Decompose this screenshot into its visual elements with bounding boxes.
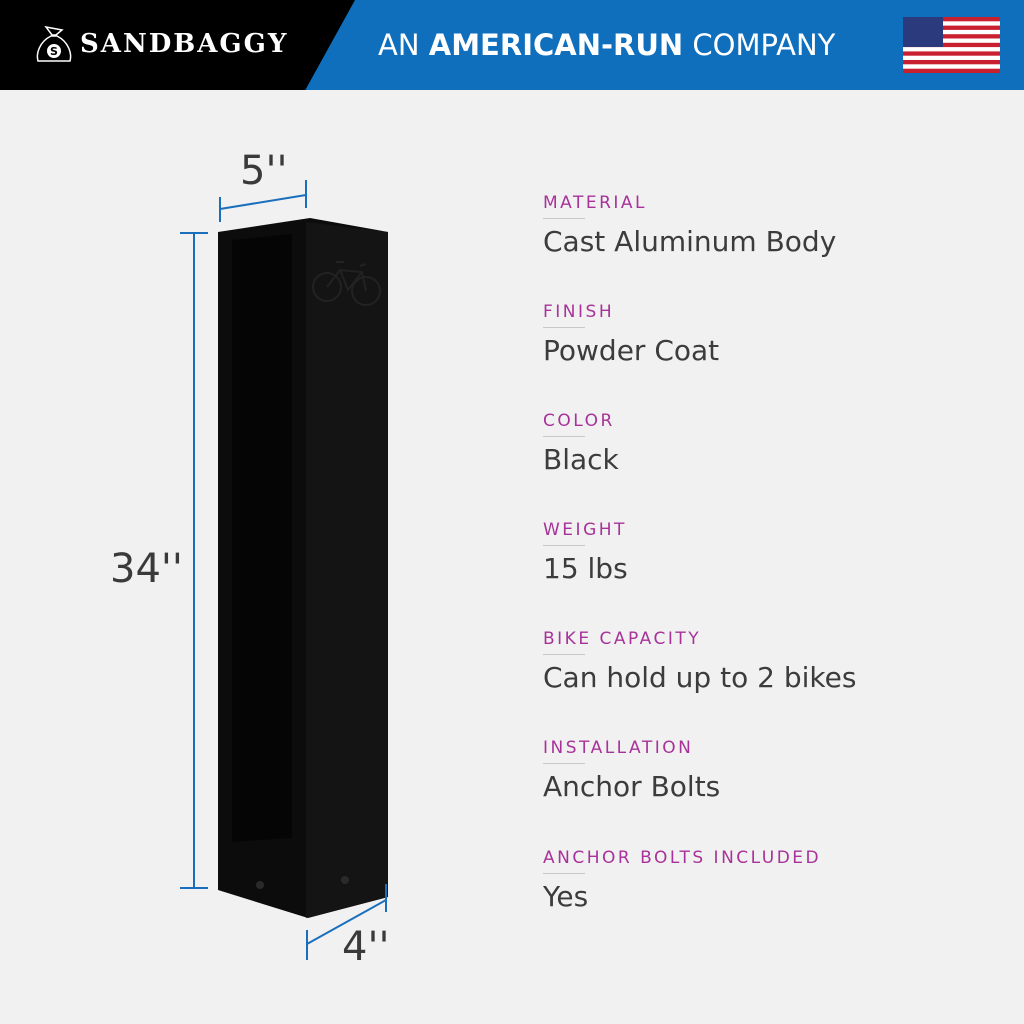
spec-label: INSTALLATION	[543, 738, 720, 764]
bolt-hole	[256, 881, 264, 889]
spec-label: COLOR	[543, 411, 619, 437]
svg-text:S: S	[50, 45, 58, 58]
spec-anchor-bolts-included: ANCHOR BOLTS INCLUDED Yes	[543, 848, 821, 913]
spec-value: 15 lbs	[543, 552, 628, 585]
us-flag-icon	[903, 17, 1000, 73]
tagline-pre: AN	[378, 28, 429, 62]
tagline-bold: AMERICAN-RUN	[428, 28, 684, 62]
tagline: AN AMERICAN-RUN COMPANY	[378, 28, 835, 62]
brand-name: sandbaggy	[80, 29, 289, 59]
spec-label: FINISH	[543, 302, 719, 328]
spec-color: COLOR Black	[543, 411, 619, 476]
spec-material: MATERIAL Cast Aluminum Body	[543, 193, 836, 258]
spec-value: Can hold up to 2 bikes	[543, 661, 857, 694]
spec-installation: INSTALLATION Anchor Bolts	[543, 738, 720, 803]
header-logo-panel	[0, 0, 355, 90]
bicycle-icon	[312, 261, 381, 306]
spec-label: MATERIAL	[543, 193, 836, 219]
money-bag-icon: S	[36, 25, 72, 62]
spec-label: WEIGHT	[543, 520, 628, 546]
depth-dimension-label: 4''	[342, 924, 390, 970]
post-side-face	[306, 222, 388, 918]
spec-value: Cast Aluminum Body	[543, 225, 837, 258]
width-dimension-label: 5''	[240, 148, 288, 194]
spec-value: Black	[543, 443, 619, 476]
depth-dimension-line	[306, 899, 387, 945]
height-dimension-label: 34''	[110, 546, 183, 592]
tagline-post: COMPANY	[683, 28, 836, 62]
spec-bike-capacity: BIKE CAPACITY Can hold up to 2 bikes	[543, 629, 856, 694]
header-bar: S sandbaggy AN AMERICAN-RUN COMPANY	[0, 0, 1024, 90]
spec-label: ANCHOR BOLTS INCLUDED	[543, 848, 821, 874]
spec-value: Powder Coat	[543, 334, 720, 367]
spec-finish: FINISH Powder Coat	[543, 302, 719, 367]
brand-logo[interactable]: S sandbaggy	[34, 24, 288, 64]
bolt-hole	[341, 876, 349, 884]
spec-value: Yes	[543, 880, 589, 913]
width-dimension-line	[219, 194, 307, 210]
bike-post-illustration	[180, 180, 388, 960]
spec-value: Anchor Bolts	[543, 770, 721, 803]
spec-weight: WEIGHT 15 lbs	[543, 520, 628, 585]
post-slot	[232, 234, 292, 842]
spec-label: BIKE CAPACITY	[543, 629, 856, 655]
